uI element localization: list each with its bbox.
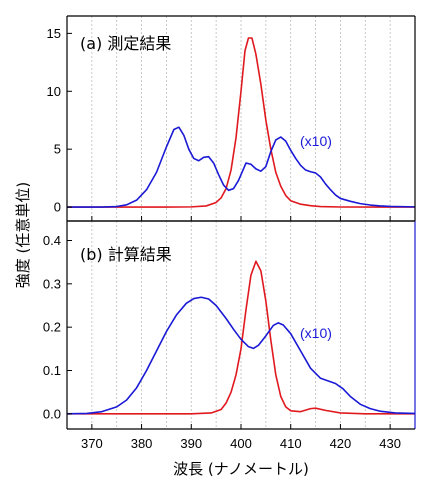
y-axis-title: 強度 (任意単位) [14, 182, 32, 288]
x-tick-label: 380 [131, 436, 153, 451]
x-tick-label: 370 [81, 436, 103, 451]
x-tick-label: 420 [330, 436, 352, 451]
series-line-red [67, 37, 416, 208]
y-tick-label: 0 [54, 200, 61, 215]
top-panel: 0 5 10 15 (a) 測定結果 (x10) [47, 15, 416, 222]
y-tick-label: 0.0 [43, 406, 61, 421]
x-axis-title: 波長 (ナノメートル) [173, 460, 309, 478]
y-tick-label: 0.3 [43, 276, 61, 291]
scale-note-label: (x10) [300, 133, 332, 149]
panel-label: (a) 測定結果 [80, 34, 171, 53]
panel-label: (b) 計算結果 [80, 245, 172, 264]
bottom-panel: 0.0 0.1 0.2 0.3 0.4 370 380 390 400 410 420 430 (b) … [43, 220, 416, 451]
y-tick-label: 0.2 [43, 320, 61, 335]
series-line-blue [66, 296, 416, 415]
y-tick-label: 10 [47, 84, 61, 99]
y-tick-label: 0.4 [43, 233, 61, 248]
y-tick-label: 0.1 [43, 363, 61, 378]
scale-note-label: (x10) [300, 325, 332, 341]
series-line-blue [67, 126, 416, 208]
y-tick-label: 15 [47, 26, 61, 41]
x-tick-label: 410 [280, 436, 302, 451]
x-tick-label: 400 [230, 436, 252, 451]
x-tick-label: 430 [379, 436, 401, 451]
series-line-red [67, 260, 415, 415]
x-tick-label: 390 [180, 436, 202, 451]
y-tick-label: 5 [54, 142, 61, 157]
